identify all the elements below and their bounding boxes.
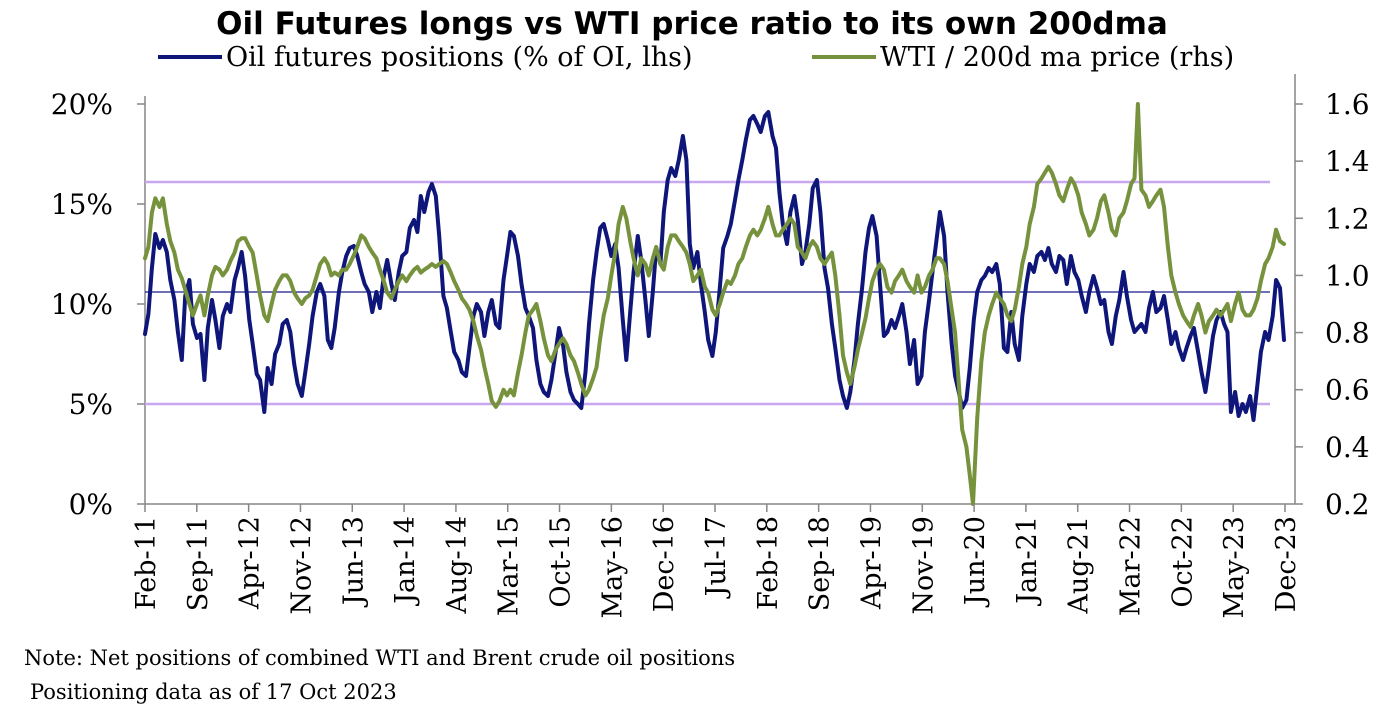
series-line-positions bbox=[143, 110, 1286, 422]
x-tick-label: Oct-22 bbox=[1167, 516, 1198, 608]
x-tick-label: Mar-22 bbox=[1116, 516, 1147, 616]
footnote-line-2: Positioning data as of 17 Oct 2023 bbox=[30, 680, 397, 704]
left-tick-label: 5% bbox=[69, 388, 113, 421]
series-lines bbox=[143, 102, 1286, 506]
right-tick-label: 1.6 bbox=[1325, 88, 1370, 121]
left-tick-label: 0% bbox=[69, 488, 113, 521]
right-tick-label: 0.6 bbox=[1325, 374, 1370, 407]
x-tick-label: Jan-14 bbox=[390, 516, 421, 607]
x-tick-label: Aug-21 bbox=[1064, 516, 1095, 615]
footnote-line-1: Note: Net positions of combined WTI and … bbox=[24, 646, 736, 670]
left-tick-label: 20% bbox=[51, 88, 113, 121]
x-tick-label: Jun-20 bbox=[960, 516, 991, 608]
x-tick-label: Jun-13 bbox=[338, 516, 369, 608]
right-tick-label: 0.2 bbox=[1325, 488, 1370, 521]
x-tick-label: Feb-11 bbox=[131, 516, 162, 610]
chart-title: Oil Futures longs vs WTI price ratio to … bbox=[216, 6, 1168, 42]
legend: Oil futures positions (% of OI, lhs) WTI… bbox=[158, 42, 1234, 73]
x-tick-label: Jul-17 bbox=[701, 516, 732, 599]
x-tick-label: Feb-18 bbox=[753, 516, 784, 610]
x-tick-label: Sep-11 bbox=[183, 516, 214, 611]
legend-label-positions: Oil futures positions (% of OI, lhs) bbox=[226, 42, 693, 73]
right-tick-label: 1.2 bbox=[1325, 202, 1370, 235]
x-tick-label: Apr-19 bbox=[856, 516, 887, 610]
x-tick-label: Dec-23 bbox=[1271, 516, 1302, 612]
left-y-axis: 0% 5% 10% 15% 20% bbox=[51, 88, 145, 521]
x-tick-label: May-23 bbox=[1219, 516, 1250, 618]
x-tick-label: Sep-18 bbox=[805, 516, 836, 611]
x-tick-label: Apr-12 bbox=[235, 516, 266, 610]
left-tick-label: 10% bbox=[51, 288, 113, 321]
series-line-wti bbox=[143, 102, 1286, 506]
x-tick-label: Aug-14 bbox=[442, 516, 473, 615]
legend-label-wti: WTI / 200d ma price (rhs) bbox=[880, 42, 1234, 73]
left-tick-label: 15% bbox=[51, 188, 113, 221]
x-tick-label: Nov-19 bbox=[908, 516, 939, 615]
x-tick-label: Oct-15 bbox=[546, 516, 577, 608]
right-tick-label: 1.4 bbox=[1325, 145, 1370, 178]
right-y-axis: 0.2 0.4 0.6 0.8 1.0 1.2 1.4 1.6 bbox=[1295, 88, 1370, 521]
x-axis: Feb-11 Sep-11 Apr-12 Nov-12 Jun-13 Jan-14 Aug-… bbox=[131, 504, 1302, 618]
plot-area bbox=[144, 74, 1296, 505]
right-tick-label: 0.4 bbox=[1325, 431, 1370, 464]
x-tick-label: Jan-21 bbox=[1012, 516, 1043, 607]
x-tick-label: May-16 bbox=[597, 516, 628, 618]
x-tick-label: Mar-15 bbox=[494, 516, 525, 616]
x-tick-label: Nov-12 bbox=[286, 516, 317, 615]
right-tick-label: 0.8 bbox=[1325, 317, 1370, 350]
right-tick-label: 1.0 bbox=[1325, 259, 1370, 292]
x-tick-label: Dec-16 bbox=[649, 516, 680, 612]
